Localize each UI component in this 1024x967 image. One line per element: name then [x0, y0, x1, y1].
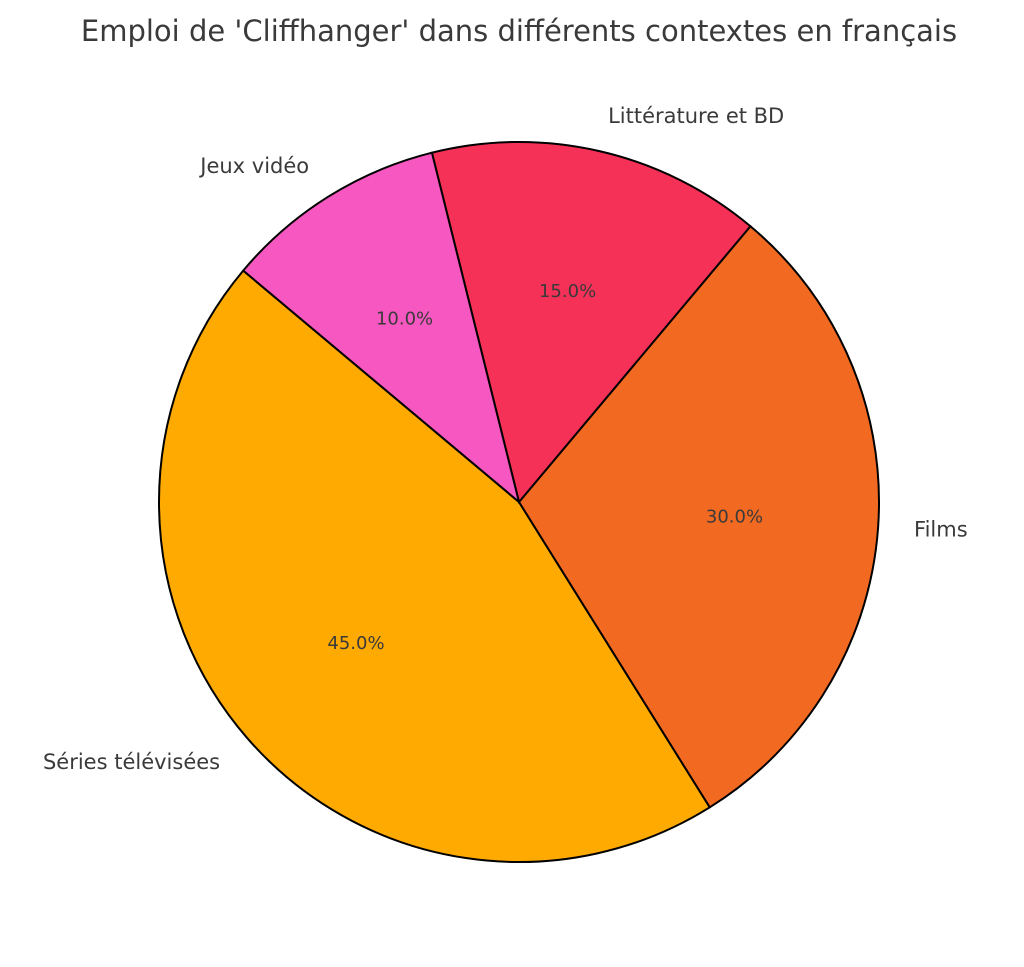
slice-percentage-label: 15.0% — [539, 281, 596, 302]
slice-category-label: Jeux vidéo — [198, 154, 309, 178]
slice-percentage-label: 10.0% — [376, 308, 433, 329]
slice-category-label: Littérature et BD — [608, 104, 784, 128]
slice-category-label: Films — [914, 518, 968, 542]
slice-percentage-label: 45.0% — [327, 633, 384, 654]
pie-slice-3 — [430, 141, 752, 505]
slice-category-label: Séries télévisées — [43, 750, 220, 774]
pie-slice-4 — [241, 151, 521, 505]
percentage-labels: 45.0% 30.0% 15.0% 10.0% — [327, 281, 763, 654]
chart-title: Emploi de 'Cliffhanger' dans différents … — [81, 14, 957, 48]
category-labels: Séries télévisées Films Littérature et BD J… — [43, 104, 968, 774]
slice-percentage-label: 30.0% — [706, 507, 763, 528]
pie-slice-2 — [517, 224, 880, 809]
pie-slice-1 — [158, 269, 712, 863]
pie-slices — [158, 141, 880, 863]
